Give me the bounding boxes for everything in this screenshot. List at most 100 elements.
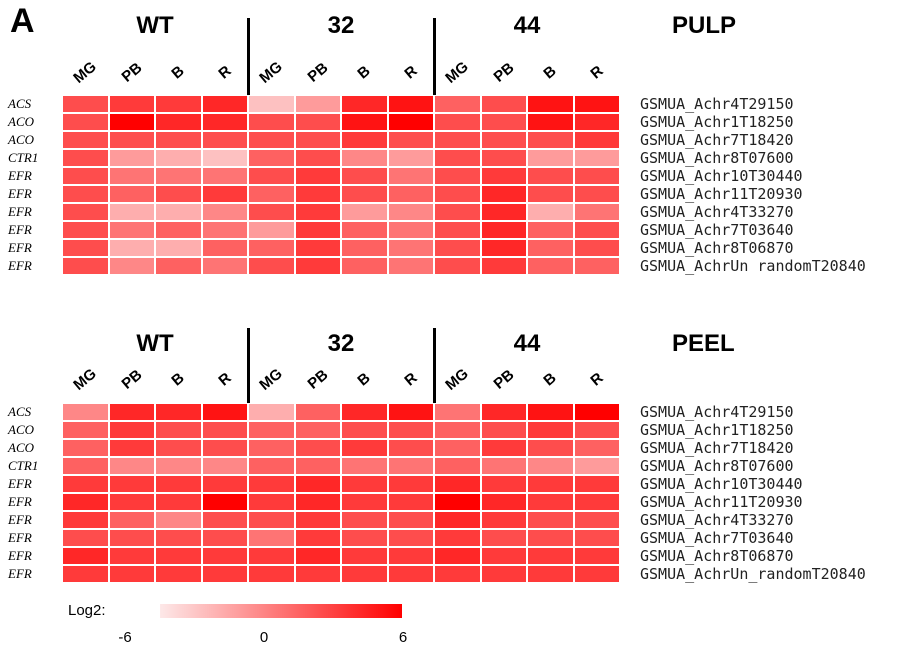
heatmap-cell bbox=[201, 149, 248, 167]
heatmap-cell bbox=[387, 493, 434, 511]
heatmap-cell bbox=[341, 421, 388, 439]
heatmap-cell bbox=[108, 149, 155, 167]
heatmap-cell bbox=[108, 167, 155, 185]
heatmap-cell bbox=[434, 529, 481, 547]
heatmap-cell bbox=[294, 131, 341, 149]
heatmap-cell bbox=[527, 403, 574, 421]
heatmap-cell bbox=[341, 167, 388, 185]
heatmap-cell bbox=[573, 493, 620, 511]
column-label: PB bbox=[118, 366, 146, 393]
row-label: EFR bbox=[8, 186, 32, 201]
gene-id-label: GSMUA_Achr8T06870 bbox=[640, 239, 794, 257]
heatmap-cell bbox=[294, 113, 341, 131]
heatmap-cell bbox=[341, 439, 388, 457]
column-label: MG bbox=[256, 58, 286, 87]
gene-id-label: GSMUA_Achr10T30440 bbox=[640, 167, 803, 185]
heatmap-cell bbox=[573, 239, 620, 257]
heatmap-cell bbox=[155, 457, 202, 475]
heatmap-cell bbox=[155, 493, 202, 511]
heatmap-cell bbox=[573, 167, 620, 185]
heatmap-cell bbox=[248, 493, 295, 511]
row-label: EFR bbox=[8, 512, 32, 527]
heatmap-cell bbox=[248, 113, 295, 131]
gene-id-label: GSMUA_Achr4T29150 bbox=[640, 95, 794, 113]
heatmap-cell bbox=[201, 493, 248, 511]
group-label: WT bbox=[136, 330, 174, 357]
heatmap-cell bbox=[108, 493, 155, 511]
heatmap-cell bbox=[434, 403, 481, 421]
heatmap-cell bbox=[62, 421, 109, 439]
heatmap-cell bbox=[387, 185, 434, 203]
heatmap-cell bbox=[480, 403, 527, 421]
heatmap-cell bbox=[480, 475, 527, 493]
row-label: EFR bbox=[8, 222, 32, 237]
heatmap-cell bbox=[527, 113, 574, 131]
row-label: ACO bbox=[8, 422, 34, 437]
heatmap-cell bbox=[62, 95, 109, 113]
column-label: MG bbox=[70, 58, 100, 87]
heatmap-cell bbox=[62, 131, 109, 149]
legend-mid-label: 0 bbox=[259, 629, 269, 646]
heatmap-cell bbox=[527, 475, 574, 493]
row-label: EFR bbox=[8, 258, 32, 273]
heatmap-cell bbox=[248, 131, 295, 149]
group-label: WT bbox=[136, 12, 174, 39]
heatmap-cell bbox=[341, 475, 388, 493]
heatmap-cell bbox=[387, 403, 434, 421]
heatmap-cell bbox=[201, 439, 248, 457]
heatmap-cell bbox=[527, 203, 574, 221]
column-label: MG bbox=[442, 58, 472, 87]
group-label: 32 bbox=[327, 330, 355, 357]
legend-color-bar bbox=[160, 604, 402, 618]
heatmap-cell bbox=[155, 403, 202, 421]
heatmap-cell bbox=[294, 203, 341, 221]
heatmap-cell bbox=[108, 547, 155, 565]
heatmap-cell bbox=[341, 149, 388, 167]
heatmap-cell bbox=[573, 439, 620, 457]
heatmap-cell bbox=[201, 95, 248, 113]
column-label: B bbox=[354, 369, 374, 390]
heatmap-cell bbox=[480, 493, 527, 511]
heatmap-cell bbox=[341, 457, 388, 475]
heatmap-cell bbox=[480, 113, 527, 131]
heatmap-cell bbox=[62, 185, 109, 203]
heatmap-cell bbox=[201, 565, 248, 583]
heatmap-cell bbox=[480, 239, 527, 257]
heatmap-cell bbox=[573, 203, 620, 221]
group-label: 44 bbox=[513, 330, 541, 357]
heatmap-cell bbox=[294, 239, 341, 257]
heatmap-cell bbox=[527, 167, 574, 185]
heatmap-cell bbox=[527, 529, 574, 547]
heatmap-cell bbox=[480, 439, 527, 457]
heatmap-cell bbox=[387, 257, 434, 275]
heatmap-cell bbox=[434, 113, 481, 131]
heatmap-cell bbox=[248, 475, 295, 493]
row-label: CTR1 bbox=[8, 150, 39, 165]
heatmap-cell bbox=[201, 167, 248, 185]
heatmap-cell bbox=[201, 203, 248, 221]
column-label: MG bbox=[256, 365, 286, 394]
heatmap-cell bbox=[573, 149, 620, 167]
heatmap-cell bbox=[108, 511, 155, 529]
heatmap-cell bbox=[341, 221, 388, 239]
heatmap-cell bbox=[573, 475, 620, 493]
heatmap-cell bbox=[155, 547, 202, 565]
heatmap-cell bbox=[62, 565, 109, 583]
row-label: ACO bbox=[8, 114, 34, 129]
heatmap-cell bbox=[108, 131, 155, 149]
heatmap-cell bbox=[573, 529, 620, 547]
heatmap-cell bbox=[201, 257, 248, 275]
heatmap-cell bbox=[201, 221, 248, 239]
heatmap-cell bbox=[108, 257, 155, 275]
heatmap-cell bbox=[573, 131, 620, 149]
heatmap-cell bbox=[387, 529, 434, 547]
column-label: R bbox=[587, 369, 607, 390]
heatmap-cell bbox=[155, 475, 202, 493]
legend-max-label: 6 bbox=[398, 629, 408, 646]
heatmap-cell bbox=[62, 221, 109, 239]
heatmap-cell bbox=[155, 131, 202, 149]
heatmap-cell bbox=[387, 475, 434, 493]
heatmap-cell bbox=[155, 439, 202, 457]
heatmap-cell bbox=[248, 239, 295, 257]
heatmap-cell bbox=[108, 185, 155, 203]
